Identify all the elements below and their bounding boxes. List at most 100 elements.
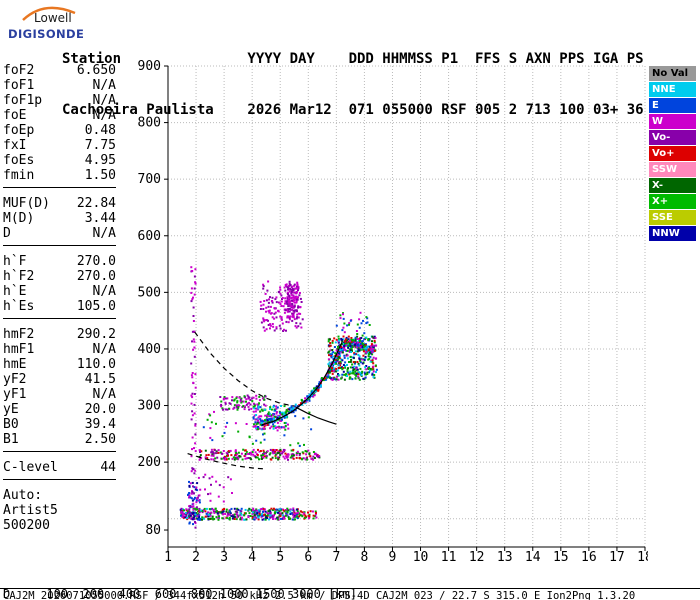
echo-point <box>339 364 342 367</box>
echo-point <box>247 397 250 400</box>
echo-point <box>353 362 356 365</box>
echo-point <box>358 378 361 381</box>
echo-point <box>298 515 301 518</box>
echo-point <box>252 410 255 413</box>
echo-point <box>233 458 236 461</box>
echo-point <box>190 287 193 290</box>
echo-point <box>273 415 276 418</box>
echo-point <box>190 418 193 421</box>
echo-point <box>358 349 361 352</box>
y-axis-label: 500 <box>138 285 161 300</box>
echo-point <box>217 495 220 498</box>
echo-point <box>197 518 200 521</box>
echo-point <box>309 455 312 458</box>
echo-point <box>198 494 201 497</box>
echo-point <box>263 408 266 411</box>
echo-point <box>189 504 192 507</box>
echo-point <box>354 350 357 353</box>
echo-point <box>355 367 357 370</box>
echo-point <box>191 481 194 484</box>
echo-point <box>267 305 270 308</box>
echo-point <box>262 420 265 423</box>
echo-point <box>260 456 263 459</box>
echo-point <box>353 341 356 344</box>
echo-point <box>207 517 210 520</box>
echo-point <box>270 425 273 428</box>
echo-point <box>371 351 374 354</box>
echo-point <box>370 368 373 371</box>
echo-point <box>253 423 255 426</box>
echo-point <box>224 455 226 458</box>
x-axis-label: 12 <box>469 550 485 565</box>
echo-point <box>336 348 339 351</box>
echo-point <box>327 376 330 379</box>
echo-point <box>181 516 184 519</box>
echo-point <box>269 296 271 299</box>
echo-point <box>330 365 333 368</box>
echo-point <box>341 338 344 341</box>
echo-point <box>191 376 194 379</box>
echo-point <box>255 394 258 397</box>
echo-point <box>233 399 236 402</box>
echo-point <box>285 410 288 413</box>
echo-point <box>272 448 275 451</box>
echo-point <box>374 364 377 367</box>
echo-point <box>271 516 274 519</box>
echo-point <box>274 457 277 460</box>
echo-point <box>353 352 356 355</box>
echo-point <box>329 366 332 369</box>
echo-point <box>343 356 346 359</box>
echo-point <box>265 455 268 458</box>
echo-point <box>364 348 367 351</box>
echo-point <box>284 452 287 455</box>
echo-point <box>218 484 221 487</box>
echo-point <box>220 452 223 455</box>
echo-point <box>198 501 201 504</box>
echo-point <box>356 341 359 344</box>
echo-point <box>271 515 274 518</box>
echo-point <box>366 345 369 348</box>
echo-point <box>343 378 346 381</box>
echo-point <box>287 453 290 456</box>
param-label: foF1 <box>3 78 35 93</box>
echo-point <box>269 427 272 430</box>
echo-point <box>291 456 294 459</box>
echo-point <box>344 343 347 345</box>
echo-point <box>339 360 342 363</box>
echo-point <box>341 359 344 362</box>
echo-point <box>209 492 212 495</box>
echo-point <box>282 413 285 416</box>
param-value: 105.0 <box>76 299 116 314</box>
echo-point <box>355 369 358 372</box>
echo-point <box>299 322 302 325</box>
echo-point <box>258 421 261 424</box>
echo-point <box>274 450 277 453</box>
echo-point <box>261 457 263 460</box>
echo-point <box>335 355 338 358</box>
echo-point <box>240 397 243 400</box>
echo-cluster-trace-low-branch <box>219 394 267 411</box>
echo-point <box>229 510 232 513</box>
echo-point <box>300 301 303 303</box>
echo-point <box>342 335 345 338</box>
param-value: 4.95 <box>84 153 116 168</box>
echo-point <box>289 315 292 318</box>
echo-point <box>293 284 296 287</box>
param-label: h`F2 <box>3 269 35 284</box>
param-group-5: Auto: Artist5 500200 <box>3 488 116 537</box>
echo-point <box>192 502 195 505</box>
echo-point <box>342 367 344 370</box>
echo-point <box>273 317 276 320</box>
echo-point <box>320 377 323 379</box>
echo-point <box>339 314 342 317</box>
echo-point <box>277 451 280 454</box>
echo-point <box>288 294 291 297</box>
echo-point <box>199 451 201 453</box>
echo-point <box>359 337 361 340</box>
echo-point <box>240 401 243 404</box>
echo-point <box>288 288 291 290</box>
echo-point <box>262 449 265 452</box>
echo-point <box>296 450 299 453</box>
echo-point <box>191 330 194 333</box>
